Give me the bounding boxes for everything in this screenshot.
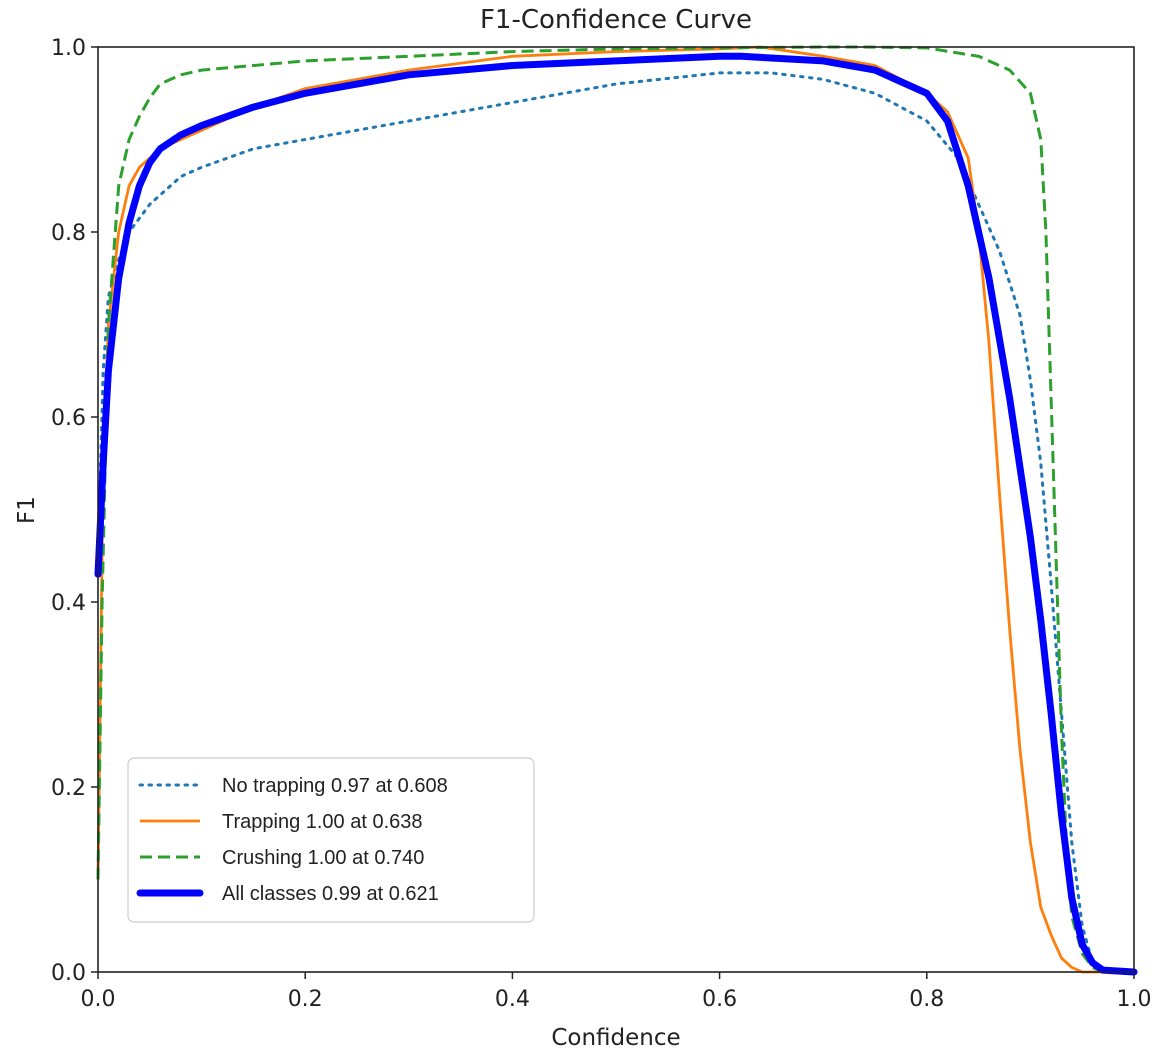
y-tick-label: 0.2 xyxy=(51,776,86,801)
x-axis: 0.0 0.2 0.4 0.6 0.8 1.0 xyxy=(81,972,1152,1012)
legend-label-0: No trapping 0.97 at 0.608 xyxy=(222,775,448,797)
y-axis-label: F1 xyxy=(14,496,40,524)
legend-label-1: Trapping 1.00 at 0.638 xyxy=(222,811,423,833)
legend: No trapping 0.97 at 0.608 Trapping 1.00 a… xyxy=(127,757,535,923)
x-tick-label: 1.0 xyxy=(1117,987,1152,1012)
x-tick-label: 0.2 xyxy=(288,987,323,1012)
x-tick-label: 0.4 xyxy=(495,987,530,1012)
y-axis: 0.0 0.2 0.4 0.6 0.8 1.0 xyxy=(51,36,98,986)
series-line-0 xyxy=(96,71,1136,974)
legend-box xyxy=(127,757,535,923)
y-tick-label: 0.8 xyxy=(51,221,86,246)
plot-frame xyxy=(97,46,1135,973)
series-line-3 xyxy=(94,52,1138,976)
series-line-2 xyxy=(96,45,1134,974)
y-tick-label: 1.0 xyxy=(51,36,86,61)
x-tick-label: 0.0 xyxy=(81,987,116,1012)
y-tick-label: 0.4 xyxy=(51,591,86,616)
x-tick-label: 0.6 xyxy=(702,987,737,1012)
x-tick-label: 0.8 xyxy=(909,987,944,1012)
plot-area xyxy=(94,45,1138,976)
chart-title: F1-Confidence Curve xyxy=(480,5,752,35)
series-line-1 xyxy=(96,45,1134,974)
x-axis-label: Confidence xyxy=(551,1025,680,1051)
y-tick-label: 0.0 xyxy=(51,961,86,986)
legend-label-3: All classes 0.99 at 0.621 xyxy=(222,883,439,905)
legend-label-2: Crushing 1.00 at 0.740 xyxy=(222,847,424,869)
y-tick-label: 0.6 xyxy=(51,406,86,431)
